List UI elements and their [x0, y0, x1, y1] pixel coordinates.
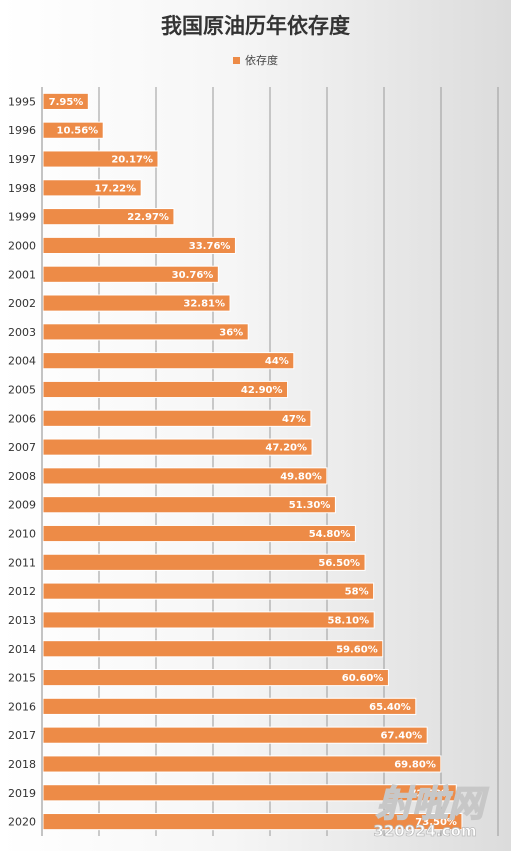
bar-2008	[42, 467, 328, 485]
bar-2015	[42, 668, 389, 687]
bar-2004	[42, 352, 295, 370]
year-label-2005: 2005	[8, 383, 36, 396]
legend-swatch	[233, 56, 240, 64]
bar-1997	[42, 150, 159, 168]
data-label-2020: 73.50%	[415, 817, 457, 828]
bar-2010	[42, 524, 356, 543]
year-label-2009: 2009	[8, 499, 36, 512]
data-label-2012: 58%	[345, 587, 369, 598]
bar-2018	[42, 755, 442, 773]
year-label-2000: 2000	[8, 239, 36, 252]
watermark-logo: 射啦网	[376, 784, 489, 825]
watermark-url: 320924.com	[373, 822, 476, 840]
year-label-2001: 2001	[8, 268, 36, 281]
bar-2009	[42, 496, 336, 514]
bar-2016	[42, 697, 417, 715]
year-label-2014: 2014	[8, 643, 36, 656]
year-label-2017: 2017	[8, 729, 36, 742]
year-label-2019: 2019	[8, 787, 36, 800]
data-label-2006: 47%	[282, 414, 306, 425]
data-label-2002: 32.81%	[183, 299, 225, 310]
bar-2017	[42, 726, 428, 744]
year-label-1995: 1995	[8, 95, 36, 108]
legend: 依存度	[0, 52, 511, 68]
year-label-2015: 2015	[8, 672, 36, 685]
year-label-1996: 1996	[8, 124, 36, 137]
bar-2020	[42, 813, 463, 831]
year-label-2013: 2013	[8, 614, 36, 627]
data-label-2007: 47.20%	[265, 443, 307, 454]
data-label-2010: 54.80%	[309, 529, 351, 540]
data-label-2015: 60.60%	[342, 673, 384, 684]
bar-2003	[42, 323, 249, 341]
bar-2001	[42, 265, 219, 283]
bar-1996	[42, 121, 104, 139]
data-label-2001: 30.76%	[172, 270, 214, 281]
year-label-2016: 2016	[8, 700, 36, 713]
bar-1998	[42, 179, 142, 197]
data-label-1996: 10.56%	[57, 126, 99, 137]
data-label-2018: 69.80%	[394, 759, 436, 770]
year-label-2011: 2011	[8, 556, 36, 569]
data-label-2005: 42.90%	[241, 385, 283, 396]
data-label-2014: 59.60%	[336, 644, 378, 655]
legend-label: 依存度	[245, 54, 278, 67]
year-label-2008: 2008	[8, 470, 36, 483]
bar-2011	[42, 553, 366, 571]
bar-2005	[42, 380, 289, 399]
bar-2000	[42, 236, 236, 255]
data-label-2017: 67.40%	[381, 731, 423, 742]
year-label-2012: 2012	[8, 585, 36, 598]
data-label-1998: 17.22%	[94, 183, 136, 194]
year-label-2003: 2003	[8, 326, 36, 339]
bar-2012	[42, 582, 375, 600]
bar-2013	[42, 611, 375, 629]
data-label-2000: 33.76%	[189, 241, 231, 252]
data-label-2009: 51.30%	[289, 500, 331, 511]
year-label-1997: 1997	[8, 153, 36, 166]
year-label-1998: 1998	[8, 182, 36, 195]
data-label-2016: 65.40%	[369, 702, 411, 713]
data-label-2013: 58.10%	[328, 615, 370, 626]
bar-2006	[42, 409, 312, 427]
bar-2002	[42, 294, 231, 312]
data-label-2019: 72.50%	[410, 788, 452, 799]
year-label-2007: 2007	[8, 441, 36, 454]
year-label-2004: 2004	[8, 355, 36, 368]
year-label-2002: 2002	[8, 297, 36, 310]
bar-2014	[42, 640, 384, 658]
bar-2007	[42, 438, 313, 456]
year-label-1999: 1999	[8, 211, 36, 224]
data-label-2011: 56.50%	[318, 558, 360, 569]
data-label-2004: 44%	[265, 356, 289, 367]
data-label-2003: 36%	[219, 327, 243, 338]
data-label-1999: 22.97%	[127, 212, 169, 223]
bar-2019	[42, 784, 457, 802]
year-label-2010: 2010	[8, 528, 36, 541]
data-label-2008: 49.80%	[280, 471, 322, 482]
data-label-1997: 20.17%	[111, 155, 153, 166]
data-label-1995: 7.95%	[49, 97, 84, 108]
year-label-2018: 2018	[8, 758, 36, 771]
chart-title: 我国原油历年依存度	[161, 13, 350, 38]
bar-1995	[42, 92, 89, 110]
year-label-2020: 2020	[8, 816, 36, 829]
bar-1999	[42, 208, 175, 226]
year-label-2006: 2006	[8, 412, 36, 425]
